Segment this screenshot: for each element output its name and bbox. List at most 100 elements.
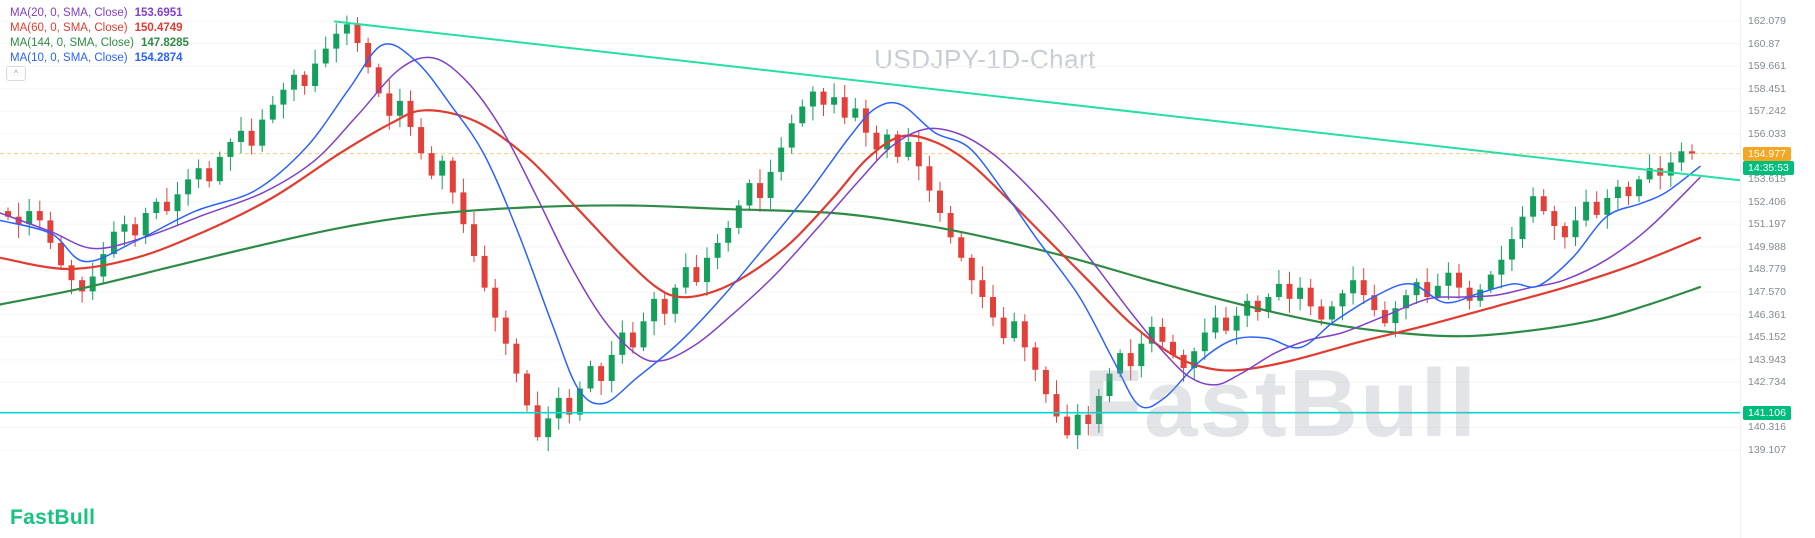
legend-item-600[interactable]: MA(60, 0, SMA, Close) 150.4749 [10, 21, 189, 36]
ma20-line[interactable] [0, 56, 1701, 386]
candle [524, 373, 530, 406]
candle [1095, 396, 1102, 424]
candle [1551, 211, 1558, 226]
candle [269, 104, 276, 120]
candle [1021, 321, 1028, 348]
candle [1360, 280, 1367, 296]
candle [1689, 151, 1695, 154]
legend-label: MA(144, 0, SMA, Close) [10, 37, 134, 49]
candle [937, 190, 943, 213]
candle [1000, 317, 1007, 339]
candle [1159, 326, 1166, 342]
candle [79, 280, 86, 292]
candle [1636, 179, 1642, 197]
candle [343, 24, 350, 34]
price-tick: 147.570 [1748, 286, 1786, 298]
price-tick: 139.107 [1748, 444, 1786, 456]
candle [291, 74, 297, 90]
price-tick: 156.033 [1748, 128, 1786, 140]
price-tick: 162.079 [1748, 15, 1786, 27]
candle [1498, 259, 1505, 275]
candle [1487, 274, 1494, 290]
candle [248, 130, 255, 146]
candle [1466, 287, 1473, 301]
candle [968, 257, 975, 281]
candle [333, 33, 340, 49]
candle [227, 142, 234, 157]
candle [418, 127, 425, 154]
candle [1614, 186, 1621, 198]
price-tick: 158.451 [1748, 83, 1786, 95]
candle [1053, 394, 1060, 417]
price-tick: 152.406 [1748, 196, 1786, 208]
last-price-badge: 154.977 [1743, 147, 1791, 161]
candle [142, 213, 149, 236]
candle [1413, 282, 1420, 296]
candle [1011, 321, 1018, 339]
candle [386, 93, 393, 116]
candle [238, 130, 244, 142]
collapse-indicators-button[interactable]: ^ [6, 66, 26, 81]
legend-item-200[interactable]: MA(20, 0, SMA, Close) 153.6951 [10, 6, 189, 21]
candle [682, 267, 689, 288]
candle [1434, 285, 1441, 297]
price-tick: 151.197 [1748, 218, 1786, 230]
candle [1371, 295, 1378, 311]
price-tick: 157.242 [1748, 105, 1786, 117]
ma144-line[interactable] [0, 204, 1702, 338]
ma60-line[interactable] [0, 109, 1702, 372]
legend-label: MA(60, 0, SMA, Close) [10, 22, 128, 34]
candlestick-plot[interactable] [0, 0, 1740, 538]
candle [1201, 332, 1208, 352]
candle [905, 142, 912, 157]
candle [163, 201, 170, 212]
candle [68, 265, 75, 281]
candle [735, 205, 742, 228]
candle [979, 280, 986, 297]
candle [831, 97, 838, 105]
legend-item-100[interactable]: MA(10, 0, SMA, Close) 154.2874 [10, 51, 189, 66]
candle [1392, 308, 1399, 324]
candle [5, 211, 11, 217]
candle [375, 67, 382, 94]
candle [174, 194, 181, 212]
candle [460, 192, 467, 225]
candle [502, 317, 509, 344]
candle [873, 132, 880, 150]
candle [534, 405, 541, 438]
candle [1604, 198, 1611, 215]
price-tick: 159.661 [1748, 60, 1786, 72]
candle [1138, 343, 1145, 367]
candle [576, 388, 583, 415]
candle [1127, 353, 1134, 367]
candle [1233, 315, 1240, 331]
candle [110, 231, 117, 255]
candle [704, 257, 710, 283]
candle [852, 108, 859, 118]
candle [820, 91, 827, 105]
trendline[interactable] [333, 20, 1740, 182]
ma10-line[interactable] [0, 43, 1701, 409]
candle [1244, 300, 1251, 316]
candle [862, 108, 869, 133]
candle [513, 343, 520, 374]
candle [990, 297, 996, 318]
candle [608, 354, 615, 381]
candle [195, 168, 202, 180]
candle [1148, 326, 1155, 344]
candle [746, 183, 753, 206]
candle [841, 97, 848, 118]
candle [1519, 216, 1526, 240]
candle [1445, 272, 1452, 286]
price-tick: 142.734 [1748, 376, 1786, 388]
legend-item-144[interactable]: MA(144, 0, SMA, Close) 147.8285 [10, 36, 189, 51]
candle [492, 287, 499, 318]
price-chart-area[interactable]: USDJPY-1D-Chart FastBull MA(20, 0, SMA, … [0, 0, 1740, 538]
price-axis[interactable]: 154.977 14:35:53 141.106 162.079 160.87 15… [1740, 0, 1815, 538]
candle [1583, 201, 1590, 221]
gridlines [0, 20, 1740, 451]
candle [1530, 196, 1537, 217]
candle [566, 397, 573, 415]
candle [1593, 201, 1600, 215]
